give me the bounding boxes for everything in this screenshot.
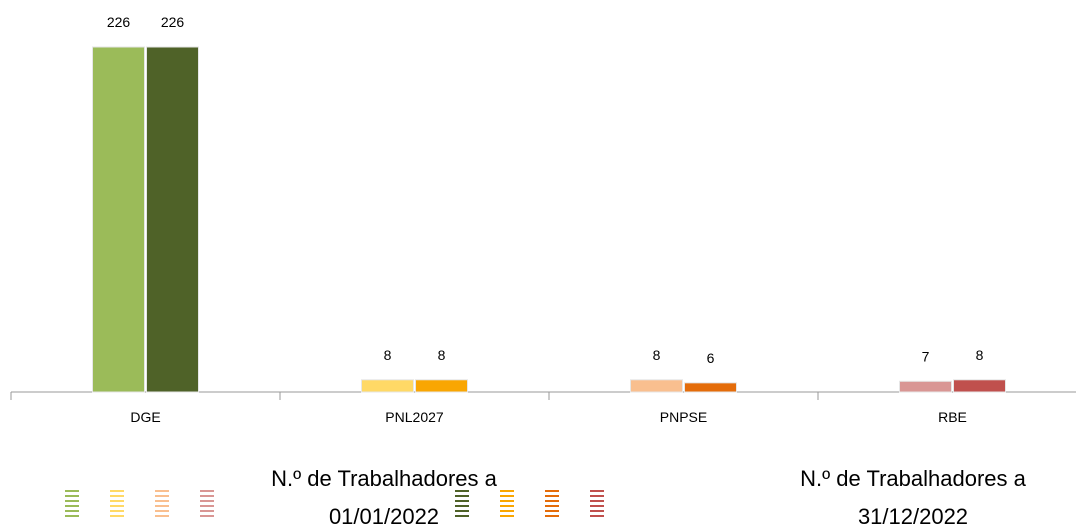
legend-swatch xyxy=(500,490,514,492)
value-label: 8 xyxy=(438,347,446,363)
legend-swatch xyxy=(500,510,514,512)
legend-swatch xyxy=(590,510,604,512)
bar xyxy=(630,379,683,393)
legend-swatch xyxy=(65,510,79,512)
legend-swatch xyxy=(590,515,604,517)
bar xyxy=(684,382,737,393)
legend-swatch xyxy=(500,515,514,517)
legend-label: N.º de Trabalhadores a 01/01/2022 xyxy=(271,466,497,529)
legend-swatch xyxy=(545,495,559,497)
bar xyxy=(146,46,199,393)
legend-swatch xyxy=(590,500,604,502)
legend-swatch xyxy=(110,505,124,507)
value-label: 7 xyxy=(922,348,930,364)
legend-swatch xyxy=(200,500,214,502)
legend-swatch xyxy=(110,510,124,512)
legend-swatch xyxy=(455,510,469,512)
legend-swatch xyxy=(500,500,514,502)
legend-swatch xyxy=(65,515,79,517)
legend-swatch xyxy=(110,490,124,492)
legend-swatch xyxy=(500,495,514,497)
legend-swatch xyxy=(155,500,169,502)
legend-swatch xyxy=(155,515,169,517)
legend-swatch xyxy=(65,495,79,497)
bar xyxy=(361,379,414,393)
legend-swatch xyxy=(200,510,214,512)
x-tick-label: RBE xyxy=(938,409,967,425)
bar xyxy=(415,379,468,393)
legend-swatch xyxy=(455,515,469,517)
legend-swatch xyxy=(155,490,169,492)
bar xyxy=(953,379,1006,393)
legend-swatch xyxy=(65,490,79,492)
legend-swatch xyxy=(590,490,604,492)
legend-swatch xyxy=(545,500,559,502)
legend-swatch xyxy=(155,510,169,512)
legend-swatch xyxy=(200,505,214,507)
legend-swatch xyxy=(155,495,169,497)
legend-swatch xyxy=(65,500,79,502)
legend-swatch xyxy=(590,495,604,497)
legend-swatch xyxy=(545,510,559,512)
legend-swatch xyxy=(500,505,514,507)
legend-swatch xyxy=(110,495,124,497)
value-label: 226 xyxy=(161,14,185,30)
x-tick-label: DGE xyxy=(130,409,160,425)
legend-label: N.º de Trabalhadores a 31/12/2022 xyxy=(800,466,1026,529)
legend-swatch xyxy=(155,505,169,507)
value-label: 8 xyxy=(976,347,984,363)
value-label: 8 xyxy=(653,347,661,363)
x-tick-label: PNL2027 xyxy=(385,409,444,425)
bar xyxy=(899,380,952,393)
legend-swatch xyxy=(545,515,559,517)
bar xyxy=(92,46,145,393)
legend-swatch xyxy=(200,490,214,492)
value-label: 6 xyxy=(707,350,715,366)
legend-swatch xyxy=(590,505,604,507)
legend-swatch xyxy=(545,490,559,492)
x-tick-label: PNPSE xyxy=(660,409,707,425)
legend-swatch xyxy=(455,500,469,502)
value-label: 226 xyxy=(107,14,131,30)
value-label: 8 xyxy=(384,347,392,363)
legend-swatch xyxy=(110,515,124,517)
legend-swatch xyxy=(455,495,469,497)
legend-swatch xyxy=(200,495,214,497)
legend-swatch xyxy=(455,505,469,507)
legend-swatch xyxy=(110,500,124,502)
legend-swatch xyxy=(200,515,214,517)
legend-swatch xyxy=(545,505,559,507)
legend-swatch xyxy=(455,490,469,492)
legend-swatch xyxy=(65,505,79,507)
